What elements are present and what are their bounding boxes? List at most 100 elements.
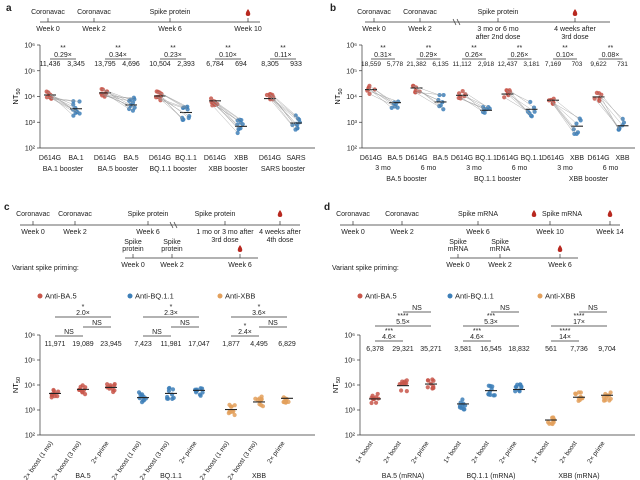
panel-c-gmt-label: 6,829	[278, 341, 296, 348]
panel-c-timeline-event: Coronavac	[16, 211, 50, 218]
panel-a-y-tick-label: 10⁶	[24, 43, 35, 50]
panel-c-x-label: 2× prime	[178, 440, 199, 465]
panel-d-x-label: 2× prime	[498, 440, 519, 465]
panel-b-y-tick-label: 10³	[347, 120, 358, 127]
panel-d-x-label: 2× boost	[470, 440, 490, 465]
panel-a-x-label: D614G	[39, 155, 61, 162]
panel-b-x-sublabel: 6 mo	[603, 165, 619, 172]
panel-b-fold-change: 0.26×	[465, 52, 483, 59]
panel-b-timeline-event: Coronavac	[357, 9, 391, 16]
panel-d-priming-week: Week 0	[446, 262, 470, 269]
panel-b-gmt-label: 9,622	[590, 61, 607, 68]
panel-a-group-title: BA.1 booster	[43, 166, 84, 173]
panel-d-group-name: BQ.1.1 (mRNA)	[466, 473, 515, 480]
panel-c-y-tick-label: 10⁵	[24, 358, 35, 365]
panel-a-y-axis-label: NT50	[11, 88, 22, 104]
panel-a-y-tick-label: 10³	[25, 120, 36, 127]
panel-a-gmt-label: 6,784	[206, 61, 224, 68]
panel-b-x-label: D614G	[451, 155, 473, 162]
panel-c-timeline-break	[173, 221, 178, 229]
panel-a-pair-line	[106, 91, 134, 103]
panel-a-fold-change: 0.34×	[109, 52, 127, 59]
panel-a-pair-line	[214, 104, 238, 125]
panel-d-y-tick-label: 10³	[345, 408, 356, 415]
panel-d-significance: ****	[560, 328, 571, 335]
panel-b-pair-line	[465, 94, 484, 113]
panel-d-legend-label: Anti-BA.5	[365, 292, 397, 301]
panel-c-group-name: BA.5	[75, 473, 90, 480]
panel-b-x-sublabel: 3 mo	[466, 165, 482, 172]
panel-d-timeline-event: Spike mRNA	[542, 211, 582, 218]
panel-d-x-label: 1× boost	[442, 440, 462, 465]
panel-c-gmt-label: 19,089	[72, 341, 94, 348]
panel-a-gmt-label: 13,795	[94, 61, 116, 68]
panel-b-timeline-event: Spike protein	[478, 9, 519, 16]
panel-c-timeline-event: Coronavac	[58, 211, 92, 218]
panel-c-priming-event: Spike	[163, 239, 181, 246]
panel-c-point-point	[232, 403, 237, 408]
panel-a-pair-line	[46, 97, 80, 102]
panel-a-gmt-label: 8,305	[261, 61, 279, 68]
panel-b-y-tick-label: 10⁶	[346, 43, 357, 50]
panel-d-priming-week: Week 2	[488, 262, 512, 269]
panel-a-group-title: XBB booster	[208, 166, 248, 173]
panel-b-pair-line	[462, 90, 490, 109]
panel-b-x-label: D614G	[496, 155, 518, 162]
panel-b-pair-line	[367, 90, 399, 102]
panel-d-point-point	[488, 383, 493, 389]
panel-c-y-axis-label: NT50	[11, 377, 22, 393]
panel-d-significance: ***	[487, 313, 495, 320]
panel-d-point-point	[551, 420, 556, 425]
panel-b-timeline-week: Week 0	[362, 26, 386, 33]
panel-b-fold-change: 0.10×	[556, 52, 574, 59]
panel-b-pair-line	[594, 98, 620, 129]
panel-b-pair-line	[596, 92, 623, 120]
panel-c-group-name: XBB	[252, 473, 266, 480]
panel-c-fold-change: 3.6×	[252, 310, 266, 317]
panel-b-pair-line	[368, 88, 392, 108]
panel-a-significance: **	[115, 45, 121, 52]
panel-a-group-title: SARS booster	[261, 166, 306, 173]
panel-c-point-point	[170, 387, 176, 392]
panel-b-x-label: D614G	[405, 155, 427, 162]
panel-b-pair-line	[548, 100, 580, 119]
panel-c-legend-label: Anti-XBB	[225, 292, 255, 301]
panel-a-pair-line	[217, 103, 238, 121]
panel-a-x-label: BA.5	[123, 155, 138, 162]
panel-c-y-tick-label: 10³	[25, 408, 36, 415]
panel-a-pair-line	[213, 100, 240, 120]
panel-b-label: b	[330, 3, 336, 14]
panel-b-fold-change: 0.29×	[420, 52, 438, 59]
panel-b-gmt-label: 731	[617, 61, 628, 68]
panel-c-ns: NS	[64, 329, 74, 336]
panel-a-blood-drop-icon	[245, 9, 251, 16]
panel-c-point-point	[83, 385, 88, 390]
panel-a-timeline-week: Week 10	[234, 26, 262, 33]
panel-a-fold-change: 0.29×	[54, 52, 72, 59]
panel-b-pair-line	[552, 103, 575, 134]
panel-c-timeline-week: 3rd dose	[211, 237, 238, 244]
panel-b-group-title: BQ.1.1 booster	[474, 176, 522, 183]
panel-b-fold-change: 0.31×	[374, 52, 392, 59]
panel-a-pair-line	[159, 92, 187, 108]
panel-b-pair-line	[415, 92, 444, 96]
panel-a-gmt-label: 694	[235, 61, 247, 68]
panel-b-pair-line	[415, 92, 444, 110]
panel-d-priming-label: Variant spike priming:	[332, 265, 399, 272]
panel-a-x-label: XBB	[234, 155, 248, 162]
panel-d-point-point	[486, 391, 491, 397]
panel-c-y-tick-label: 10²	[25, 433, 36, 440]
panel-d-y-tick-label: 10⁴	[344, 383, 355, 390]
panel-b-pair-line	[416, 87, 440, 107]
panel-c-point-point	[165, 396, 170, 401]
panel-d-timeline-week: Week 0	[341, 229, 365, 236]
panel-c-point-point	[170, 396, 175, 401]
panel-c-significance: *	[170, 304, 173, 311]
panel-d-point-point	[546, 420, 551, 425]
panel-d-x-label: 1× boost	[354, 440, 374, 465]
panel-c-point-point	[141, 398, 147, 403]
panel-a-y-tick-label: 10⁴	[24, 94, 35, 101]
panel-b-fold-change: 0.08×	[602, 52, 620, 59]
panel-d-priming-event: Spike	[491, 239, 509, 246]
panel-d-point-point	[430, 385, 435, 390]
